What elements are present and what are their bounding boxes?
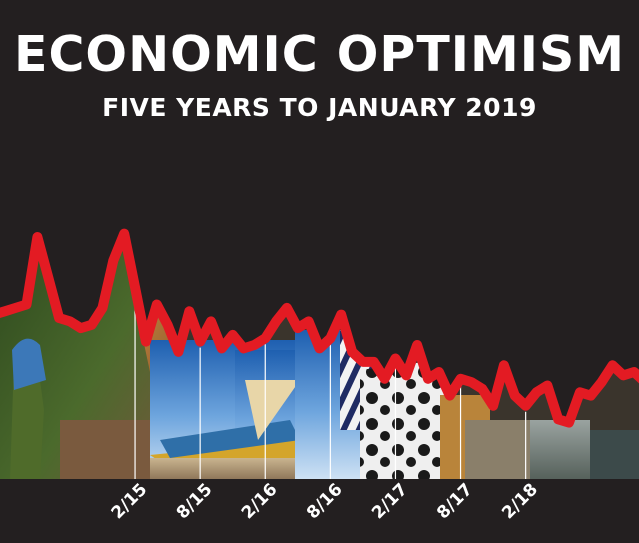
vertical-gridlines <box>0 293 639 481</box>
chart-subtitle: FIVE YEARS TO JANUARY 2019 <box>102 93 537 122</box>
x-tick-label: 2/15 <box>108 480 152 524</box>
photo-collage <box>0 233 639 480</box>
x-tick-label: 8/16 <box>303 480 347 524</box>
x-axis-tick-labels: 2/15 8/15 2/16 8/16 2/17 8/17 2/18 <box>108 480 542 524</box>
x-tick-label: 8/17 <box>433 480 477 524</box>
x-tick-label: 2/18 <box>498 480 542 524</box>
x-tick-label: 2/16 <box>238 480 282 524</box>
chart-title: ECONOMIC OPTIMISM <box>13 26 626 83</box>
x-tick-label: 8/15 <box>173 480 217 524</box>
x-tick-label: 2/17 <box>368 480 412 524</box>
optimism-line <box>0 228 639 428</box>
